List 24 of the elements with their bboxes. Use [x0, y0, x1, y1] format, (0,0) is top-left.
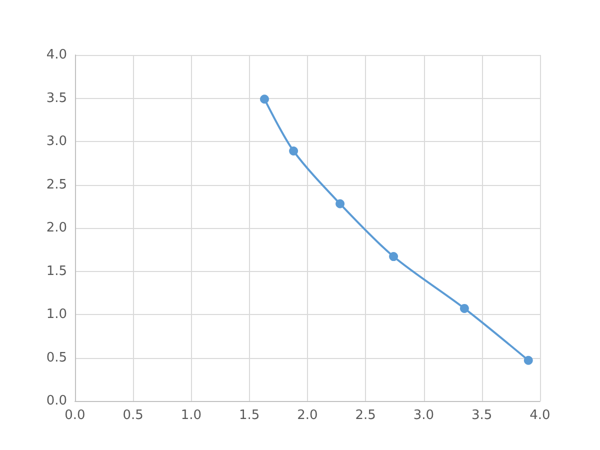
y-tick-label: 1.0 [46, 307, 67, 322]
x-tick-label: 1.5 [239, 408, 260, 423]
y-tick-label: 0.5 [46, 350, 67, 366]
point [260, 94, 269, 104]
x-tick-label: 4.0 [530, 408, 550, 423]
point [460, 304, 469, 313]
x-tick-label: 3.5 [472, 408, 492, 423]
point [389, 252, 398, 262]
point [336, 199, 345, 208]
x-tick-label: 2.0 [297, 408, 318, 423]
point [524, 356, 533, 365]
x-tick-label: 0.5 [122, 408, 144, 423]
y-tick-label: 2.0 [46, 220, 67, 236]
x-tick-label: 2.5 [355, 408, 376, 423]
x-tick-label: 3.0 [413, 408, 434, 423]
x-tick-label: 1.0 [180, 408, 202, 423]
x-tick-label: 0.0 [64, 408, 86, 423]
y-tick-label: 3.0 [46, 134, 67, 149]
y-tick-label: 3.5 [46, 90, 67, 106]
y-tick-label: 4.0 [46, 48, 67, 62]
y-tick-label: 2.5 [46, 177, 67, 192]
y-tick-label: 1.5 [46, 264, 67, 279]
y-tick-label: 0.0 [46, 394, 67, 408]
point [289, 146, 298, 156]
